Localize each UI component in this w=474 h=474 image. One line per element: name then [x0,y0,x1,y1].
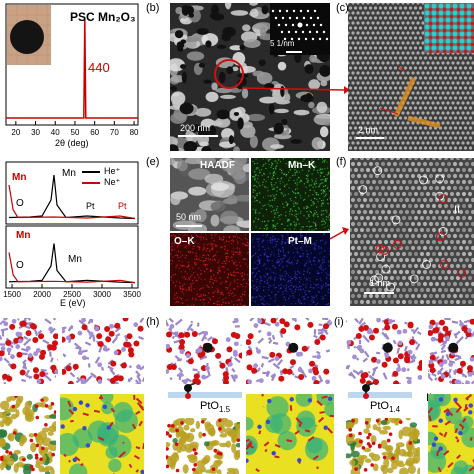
structure-top-h2 [246,318,332,384]
panel-d-leis: 1500 2000 2500 3000 3500 He⁺ Ne⁺ Mn Mn O Pt … [0,158,142,310]
xrd-peak-label: 440 [88,60,110,75]
pto15-formula: PtO1.5 [200,400,231,415]
fft-scale-bar [286,51,302,53]
panel-f-stem: II 1 nm [350,158,474,306]
eds-scale-label: 50 nm [176,212,202,222]
panel-letter-b: (b) [146,2,160,14]
xrd-series-line [6,17,138,119]
orange-marker-1 [393,76,417,118]
xrd-tick-label-6: 80 [130,128,139,137]
leis-plot: 1500 2000 2500 3000 3500 [3,161,141,299]
fft-scale-label: 5 1/nm [270,39,295,48]
legend-ne: Ne⁺ [104,177,121,187]
charge-side-i [346,418,420,474]
structure-top-h1 [166,318,242,384]
eds-mn-k [251,158,330,233]
highlight-circle [214,59,244,89]
panel-a-xrd: 20 30 40 50 60 70 80 PSC Mn₂O₃ 440 2θ (deg) [0,0,142,150]
xrd-tick-label-0: 20 [11,128,20,137]
stem-roman: II [454,204,461,216]
sem-scale-label: 200 nm [180,123,211,133]
stem-scale-label: 1 nm [370,278,391,288]
top-mn-red: Mn [12,172,27,183]
stem-scale-bar [364,292,394,294]
xrd-title: PSC Mn₂O₃ [70,10,136,24]
panel-b-sem-image: 5 1/nm 200 nm [170,3,330,151]
leis-tick-label-1: 2000 [33,290,51,299]
top-pt-black: Pt [86,201,95,211]
atom-lattice [350,158,474,305]
hrtem-scale-bar [356,137,384,139]
leis-bottom-series-1 [8,252,136,284]
structure-top-i2 [428,318,474,384]
top-circle-o: O [16,198,24,209]
charge-side-h [166,418,240,474]
leis-xlabel: E (eV) [60,298,86,308]
eds-pt-m [251,233,330,306]
lattice-annotations [379,65,441,128]
eds-label-haadf: HAADF [200,160,235,171]
xrd-tick-label-5: 70 [110,128,119,137]
eds-o-k [170,233,250,306]
sample-disc [10,20,44,54]
orange-marker-2 [407,115,441,128]
charge-top-h [246,394,334,474]
xrd-tick-label-3: 50 [71,128,80,137]
leis-tick-label-3: 3000 [93,290,111,299]
structure-top-g2 [62,318,144,384]
charge-side-g [0,396,56,474]
zoom-arrow-f [330,227,349,240]
structure-inset [424,3,474,53]
charge-top-i [428,394,474,474]
bottom-mn-red: Mn [16,230,31,241]
xrd-plot: 20 30 40 50 60 70 80 [5,3,139,137]
leis-top-series-1 [8,184,136,220]
hrtem-scale-label: 2 nm [358,125,379,135]
xrd-tick-label-4: 60 [90,128,99,137]
leis-tick-label-0: 1500 [3,290,21,299]
bottom-mn-black: Mn [68,254,82,265]
leis-tick-label-2: 2500 [63,290,81,299]
legend-he: He⁺ [104,166,121,176]
bottom-circle-o: O [16,260,24,271]
eds-label-pt: Pt–M [288,236,312,247]
leis-tick-label-4: 3500 [123,290,141,299]
top-mn-black: Mn [62,168,76,179]
eds-label-o: O–K [174,236,195,247]
xrd-tick-label-1: 30 [31,128,40,137]
xrd-tick-label-2: 40 [51,128,60,137]
structure-top-g1 [0,318,58,384]
panel-letter-h: (h) [146,316,160,328]
eds-label-mn: Mn–K [288,160,316,171]
pto15-side-model [168,379,242,399]
panel-letter-f: (f) [336,156,347,168]
fft-inset [270,3,330,55]
eds-scale-bar [176,225,202,227]
charge-top-g [60,394,144,474]
leis-legend-swatches [82,171,100,184]
top-pt-red: Pt [118,201,127,211]
panel-letter-c: (c) [336,2,349,14]
panel-e-eds: HAADF Mn–K O–K Pt–M 50 nm [170,158,330,306]
panel-letter-i: (i) [334,316,344,328]
panel-letter-e: (e) [146,156,160,168]
pto14-side-model [348,379,412,399]
panel-c-hrtem: 2 nm [348,3,474,151]
sem-scale-bar [178,135,218,137]
zoom-arrow [241,86,350,94]
xrd-xlabel: 2θ (deg) [55,138,89,148]
structure-top-i1 [346,318,422,384]
pto14-formula: PtO1.4 [370,400,401,415]
